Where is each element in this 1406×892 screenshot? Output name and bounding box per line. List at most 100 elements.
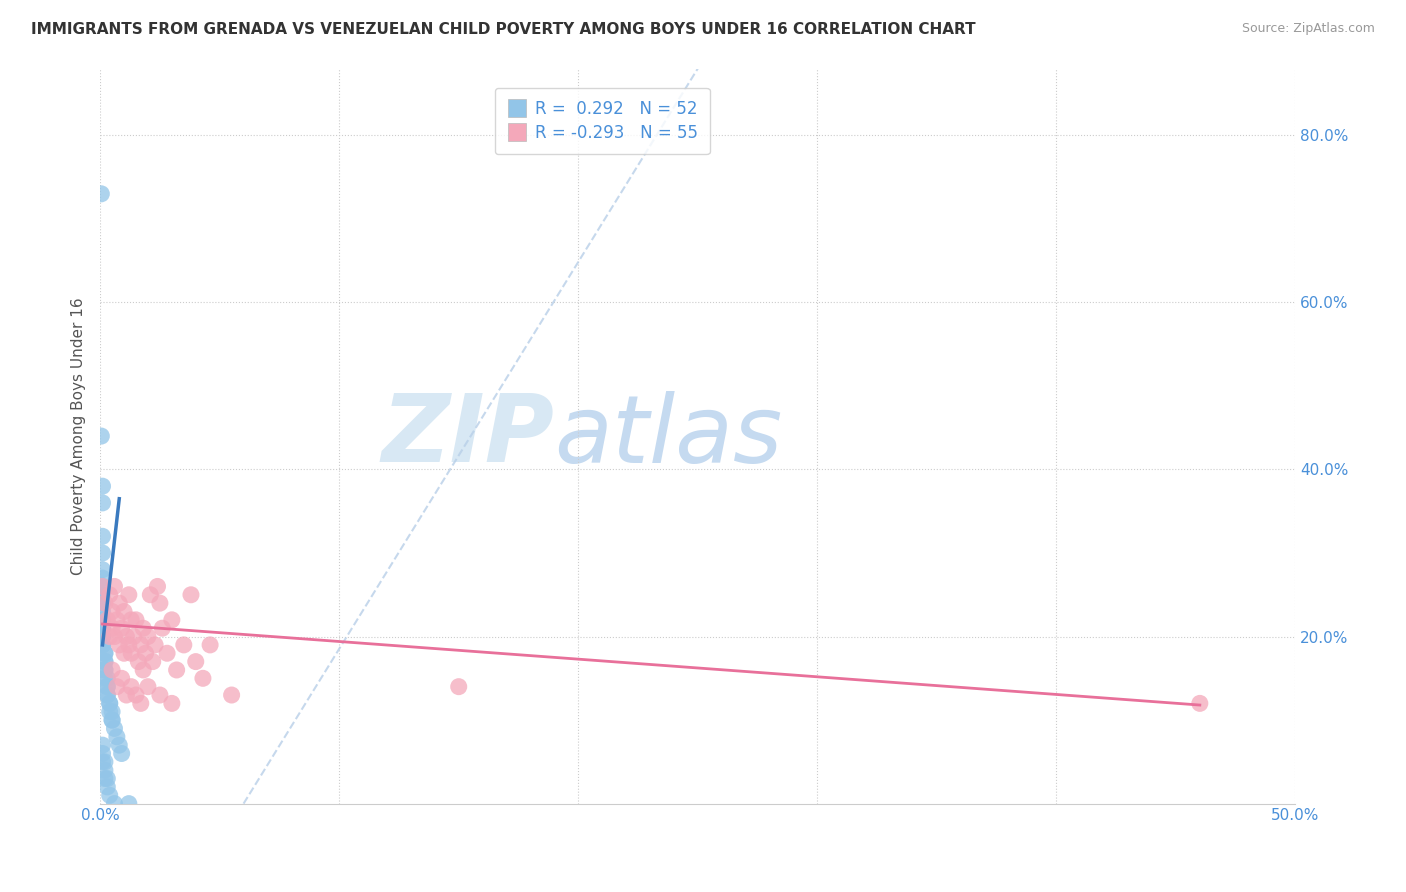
Point xyxy=(91,496,114,510)
Point xyxy=(132,621,155,635)
Point xyxy=(115,630,138,644)
Point xyxy=(136,680,159,694)
Point xyxy=(91,588,114,602)
Point xyxy=(96,680,118,694)
Point xyxy=(120,646,142,660)
Point xyxy=(101,713,124,727)
Point xyxy=(91,563,114,577)
Point xyxy=(129,697,152,711)
Point xyxy=(101,713,124,727)
Point xyxy=(91,613,114,627)
Point xyxy=(105,680,128,694)
Point xyxy=(191,671,214,685)
Point xyxy=(91,638,114,652)
Point xyxy=(94,646,117,660)
Point xyxy=(149,596,172,610)
Point xyxy=(94,671,117,685)
Point xyxy=(96,680,118,694)
Point xyxy=(91,579,114,593)
Point xyxy=(91,621,114,635)
Point xyxy=(98,630,121,644)
Point xyxy=(98,697,121,711)
Point xyxy=(143,638,166,652)
Point xyxy=(91,630,114,644)
Point xyxy=(101,605,124,619)
Point xyxy=(125,613,148,627)
Point xyxy=(91,630,114,644)
Point xyxy=(90,186,112,201)
Point xyxy=(142,655,165,669)
Point xyxy=(94,663,117,677)
Point xyxy=(103,579,125,593)
Point xyxy=(118,797,141,811)
Point xyxy=(180,588,202,602)
Point xyxy=(127,655,149,669)
Text: ZIP: ZIP xyxy=(381,390,554,482)
Point xyxy=(91,529,114,543)
Point xyxy=(91,755,114,769)
Point xyxy=(184,655,207,669)
Point xyxy=(101,621,124,635)
Point xyxy=(96,688,118,702)
Point xyxy=(111,621,134,635)
Point xyxy=(103,630,125,644)
Point xyxy=(108,638,131,652)
Text: atlas: atlas xyxy=(554,391,783,482)
Text: Source: ZipAtlas.com: Source: ZipAtlas.com xyxy=(1241,22,1375,36)
Point xyxy=(103,722,125,736)
Point xyxy=(94,655,117,669)
Point xyxy=(98,588,121,602)
Point xyxy=(132,663,155,677)
Point xyxy=(122,630,145,644)
Point xyxy=(94,755,117,769)
Point xyxy=(94,663,117,677)
Point xyxy=(221,688,243,702)
Point xyxy=(91,638,114,652)
Text: IMMIGRANTS FROM GRENADA VS VENEZUELAN CHILD POVERTY AMONG BOYS UNDER 16 CORRELAT: IMMIGRANTS FROM GRENADA VS VENEZUELAN CH… xyxy=(31,22,976,37)
Point xyxy=(91,747,114,761)
Point xyxy=(118,588,141,602)
Point xyxy=(166,663,188,677)
Point xyxy=(112,646,135,660)
Point xyxy=(94,772,117,786)
Point xyxy=(136,630,159,644)
Point xyxy=(91,571,114,585)
Point xyxy=(112,605,135,619)
Point xyxy=(96,780,118,794)
Point xyxy=(96,688,118,702)
Point xyxy=(120,613,142,627)
Point xyxy=(96,772,118,786)
Y-axis label: Child Poverty Among Boys Under 16: Child Poverty Among Boys Under 16 xyxy=(72,297,86,574)
Point xyxy=(118,638,141,652)
Point xyxy=(94,763,117,777)
Point xyxy=(173,638,195,652)
Point xyxy=(98,705,121,719)
Point xyxy=(91,621,114,635)
Point xyxy=(94,596,117,610)
Point xyxy=(91,479,114,493)
Point xyxy=(125,688,148,702)
Point xyxy=(447,680,470,694)
Point xyxy=(115,688,138,702)
Point xyxy=(94,655,117,669)
Point xyxy=(120,680,142,694)
Point xyxy=(149,688,172,702)
Point xyxy=(101,705,124,719)
Point xyxy=(91,738,114,752)
Point xyxy=(96,671,118,685)
Point xyxy=(160,697,183,711)
Point xyxy=(101,663,124,677)
Point xyxy=(150,621,173,635)
Point xyxy=(156,646,179,660)
Point xyxy=(198,638,221,652)
Point xyxy=(91,596,114,610)
Point xyxy=(90,429,112,443)
Point xyxy=(108,738,131,752)
Point xyxy=(111,747,134,761)
Point xyxy=(108,596,131,610)
Point xyxy=(103,797,125,811)
Point xyxy=(160,613,183,627)
Point xyxy=(96,613,118,627)
Point xyxy=(91,579,114,593)
Point xyxy=(139,588,162,602)
